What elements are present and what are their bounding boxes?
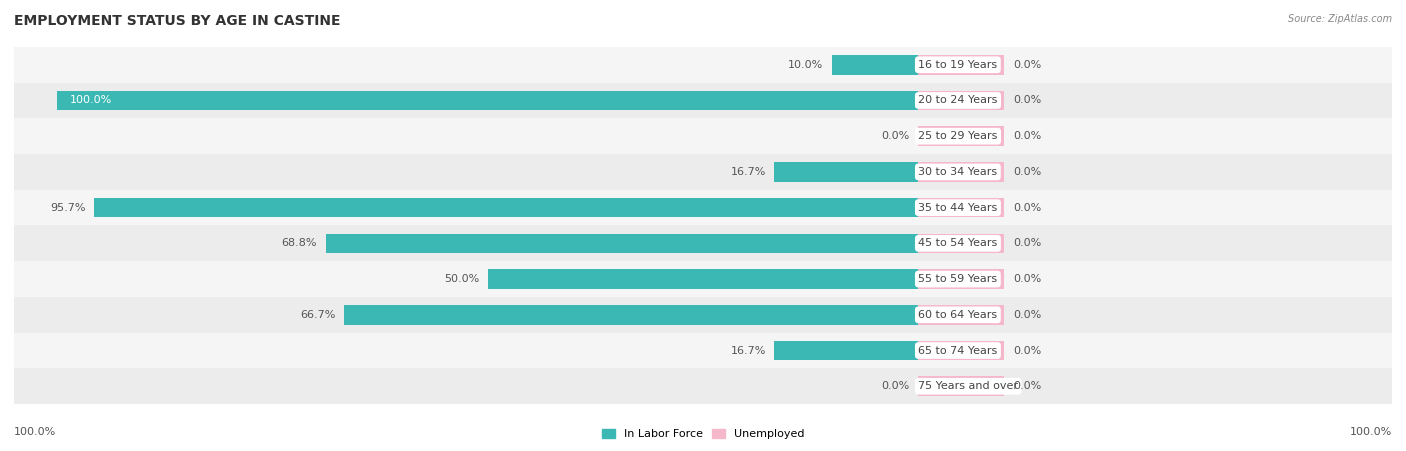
- Text: 66.7%: 66.7%: [299, 310, 335, 320]
- Text: 100.0%: 100.0%: [14, 428, 56, 437]
- Bar: [14, 226, 1392, 261]
- Bar: [14, 154, 1392, 190]
- Bar: [14, 190, 1392, 226]
- Text: 0.0%: 0.0%: [1012, 131, 1042, 141]
- Bar: [918, 305, 1004, 325]
- Bar: [58, 91, 918, 110]
- Text: 25 to 29 Years: 25 to 29 Years: [918, 131, 998, 141]
- Bar: [14, 47, 1392, 83]
- Bar: [344, 305, 918, 325]
- Bar: [94, 198, 918, 217]
- Bar: [14, 83, 1392, 118]
- Bar: [918, 91, 1004, 110]
- Text: 0.0%: 0.0%: [1012, 96, 1042, 106]
- Text: 0.0%: 0.0%: [1012, 239, 1042, 249]
- Text: 0.0%: 0.0%: [1012, 345, 1042, 355]
- Text: 50.0%: 50.0%: [444, 274, 479, 284]
- Text: 55 to 59 Years: 55 to 59 Years: [918, 274, 997, 284]
- Text: 0.0%: 0.0%: [1012, 310, 1042, 320]
- Bar: [918, 162, 1004, 182]
- Bar: [918, 269, 1004, 289]
- Text: 0.0%: 0.0%: [882, 381, 910, 391]
- Text: 0.0%: 0.0%: [882, 131, 910, 141]
- Legend: In Labor Force, Unemployed: In Labor Force, Unemployed: [598, 424, 808, 444]
- Bar: [14, 261, 1392, 297]
- Text: 0.0%: 0.0%: [1012, 381, 1042, 391]
- Bar: [14, 368, 1392, 404]
- Bar: [918, 55, 1004, 74]
- Bar: [14, 297, 1392, 333]
- Bar: [326, 234, 918, 253]
- Bar: [775, 162, 918, 182]
- Text: 30 to 34 Years: 30 to 34 Years: [918, 167, 997, 177]
- Bar: [775, 341, 918, 360]
- Text: 0.0%: 0.0%: [1012, 167, 1042, 177]
- Text: 10.0%: 10.0%: [789, 60, 824, 70]
- Text: 0.0%: 0.0%: [1012, 202, 1042, 212]
- Bar: [918, 341, 1004, 360]
- Bar: [832, 55, 918, 74]
- Text: 68.8%: 68.8%: [281, 239, 318, 249]
- Text: 60 to 64 Years: 60 to 64 Years: [918, 310, 997, 320]
- Text: Source: ZipAtlas.com: Source: ZipAtlas.com: [1288, 14, 1392, 23]
- Bar: [14, 333, 1392, 368]
- Bar: [488, 269, 918, 289]
- Bar: [918, 126, 1004, 146]
- Text: 16 to 19 Years: 16 to 19 Years: [918, 60, 997, 70]
- Text: EMPLOYMENT STATUS BY AGE IN CASTINE: EMPLOYMENT STATUS BY AGE IN CASTINE: [14, 14, 340, 28]
- Text: 95.7%: 95.7%: [51, 202, 86, 212]
- Text: 45 to 54 Years: 45 to 54 Years: [918, 239, 997, 249]
- Text: 65 to 74 Years: 65 to 74 Years: [918, 345, 997, 355]
- Text: 16.7%: 16.7%: [731, 345, 766, 355]
- Bar: [918, 198, 1004, 217]
- Bar: [14, 118, 1392, 154]
- Text: 20 to 24 Years: 20 to 24 Years: [918, 96, 998, 106]
- Text: 16.7%: 16.7%: [731, 167, 766, 177]
- Bar: [918, 234, 1004, 253]
- Text: 0.0%: 0.0%: [1012, 274, 1042, 284]
- Text: 100.0%: 100.0%: [70, 96, 112, 106]
- Text: 100.0%: 100.0%: [1350, 428, 1392, 437]
- Bar: [918, 377, 1004, 396]
- Text: 75 Years and over: 75 Years and over: [918, 381, 1018, 391]
- Text: 0.0%: 0.0%: [1012, 60, 1042, 70]
- Text: 35 to 44 Years: 35 to 44 Years: [918, 202, 997, 212]
